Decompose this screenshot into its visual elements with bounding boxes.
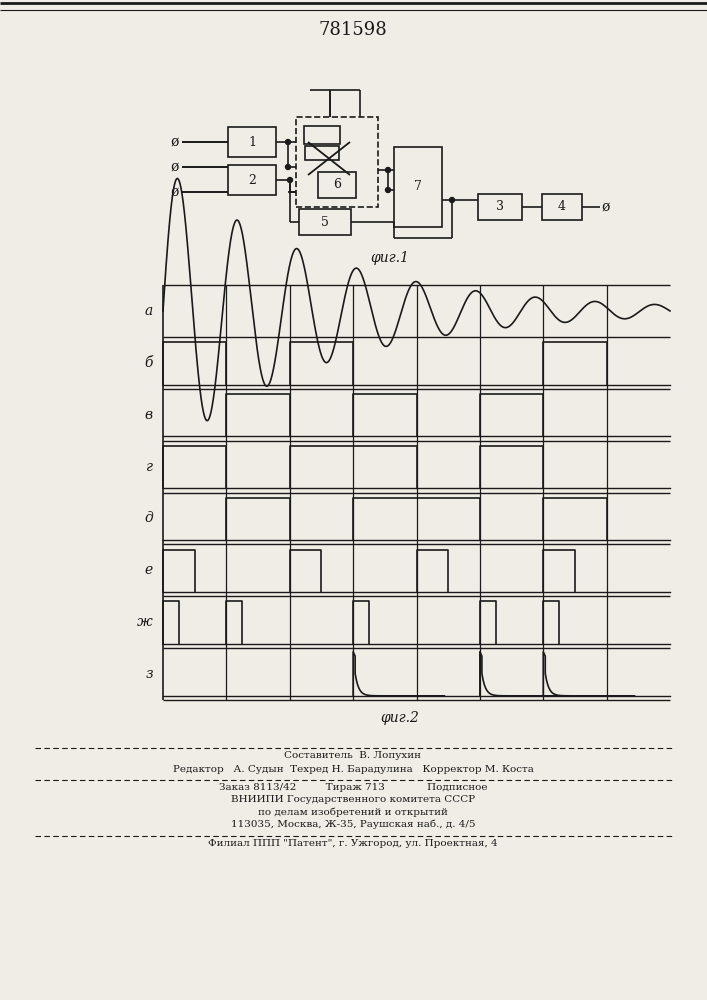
Text: 6: 6 [333,178,341,192]
Bar [296,117,378,207]
Text: Составитель  В. Лопухин: Составитель В. Лопухин [284,750,421,760]
Text: ø: ø [171,160,179,174]
Text: по делам изобретений и открытий: по делам изобретений и открытий [258,807,448,817]
Text: Редактор   А. Судын  Техред Н. Барадулина   Корректор М. Коста: Редактор А. Судын Техред Н. Барадулина К… [173,764,534,774]
Circle shape [288,178,293,182]
Text: ø: ø [171,185,179,199]
Text: 2: 2 [248,174,256,186]
Text: е: е [145,563,153,577]
Text: φиг.2: φиг.2 [380,711,419,725]
Text: б: б [144,356,153,370]
Bar [305,146,339,160]
Text: 7: 7 [414,180,422,194]
Circle shape [286,139,291,144]
Bar [478,194,522,220]
Bar [318,172,356,198]
Bar [228,127,276,157]
Text: ж: ж [137,615,153,629]
Text: 4: 4 [558,200,566,214]
Text: ø: ø [171,135,179,149]
Bar [299,209,351,235]
Bar [542,194,582,220]
Bar [228,165,276,195]
Text: ø: ø [602,200,610,214]
Text: з: з [146,667,153,681]
Text: 781598: 781598 [319,21,387,39]
Bar [394,147,442,227]
Text: д: д [144,511,153,525]
Text: г: г [146,460,153,474]
Text: в: в [145,408,153,422]
Text: Филиал ППП "Патент", г. Ужгород, ул. Проектная, 4: Филиал ППП "Патент", г. Ужгород, ул. Про… [208,840,498,848]
Text: 3: 3 [496,200,504,214]
Circle shape [385,188,390,192]
Bar [304,126,340,144]
Text: φиг.1: φиг.1 [370,251,409,265]
Circle shape [385,167,390,172]
Text: а: а [145,304,153,318]
Circle shape [286,164,291,169]
Text: Заказ 8113/42         Тираж 713             Подписное: Заказ 8113/42 Тираж 713 Подписное [218,784,487,792]
Circle shape [450,198,455,202]
Text: 1: 1 [248,135,256,148]
Text: 113035, Москва, Ж-35, Раушская наб., д. 4/5: 113035, Москва, Ж-35, Раушская наб., д. … [230,819,475,829]
Text: ВНИИПИ Государственного комитета СССР: ВНИИПИ Государственного комитета СССР [231,796,475,804]
Text: 5: 5 [321,216,329,229]
